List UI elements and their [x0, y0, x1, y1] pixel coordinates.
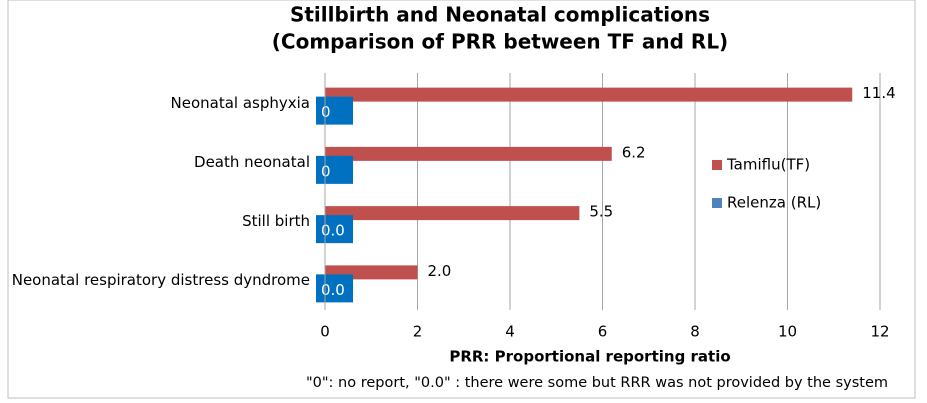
y-tick-label: Death neonatal: [194, 152, 310, 171]
x-tick-label: 10: [778, 323, 797, 341]
chart-title: Stillbirth and Neonatal complications: [290, 3, 710, 27]
y-tick-label: Neonatal respiratory distress dyndrome: [11, 271, 310, 290]
x-tick-label: 4: [505, 323, 515, 341]
x-tick-label: 0: [320, 323, 330, 341]
data-label-box: [316, 274, 353, 303]
data-label: 11.4: [862, 84, 895, 102]
data-label: 0: [321, 103, 331, 121]
bar: [325, 146, 612, 161]
legend-swatch: [712, 160, 722, 170]
data-label-box: [316, 155, 353, 184]
data-label: 0: [321, 162, 331, 180]
y-tick-label: Still birth: [242, 212, 310, 231]
footnote: "0": no report, "0.0" : there were some …: [306, 375, 888, 391]
y-tick-label: Neonatal asphyxia: [170, 93, 310, 112]
legend-swatch: [712, 198, 722, 208]
chart-title: (Comparison of PRR between TF and RL): [272, 30, 728, 54]
bar: [325, 87, 853, 102]
x-tick-label: 12: [870, 323, 889, 341]
data-label: 0.0: [321, 222, 345, 240]
x-tick-label: 8: [690, 323, 700, 341]
legend-label: Relenza (RL): [727, 194, 821, 212]
data-label: 5.5: [589, 203, 613, 221]
x-tick-label: 2: [413, 323, 423, 341]
data-label: 0.0: [321, 281, 345, 299]
data-label: 2.0: [428, 262, 452, 280]
data-label: 6.2: [622, 143, 646, 161]
bar: [325, 206, 580, 221]
data-label-box: [316, 215, 353, 244]
data-label-box: [316, 96, 353, 125]
x-axis-label: PRR: Proportional reporting ratio: [449, 348, 730, 366]
chart-border: [7, 0, 916, 399]
x-tick-label: 6: [598, 323, 608, 341]
legend-label: Tamiflu(TF): [726, 156, 810, 174]
